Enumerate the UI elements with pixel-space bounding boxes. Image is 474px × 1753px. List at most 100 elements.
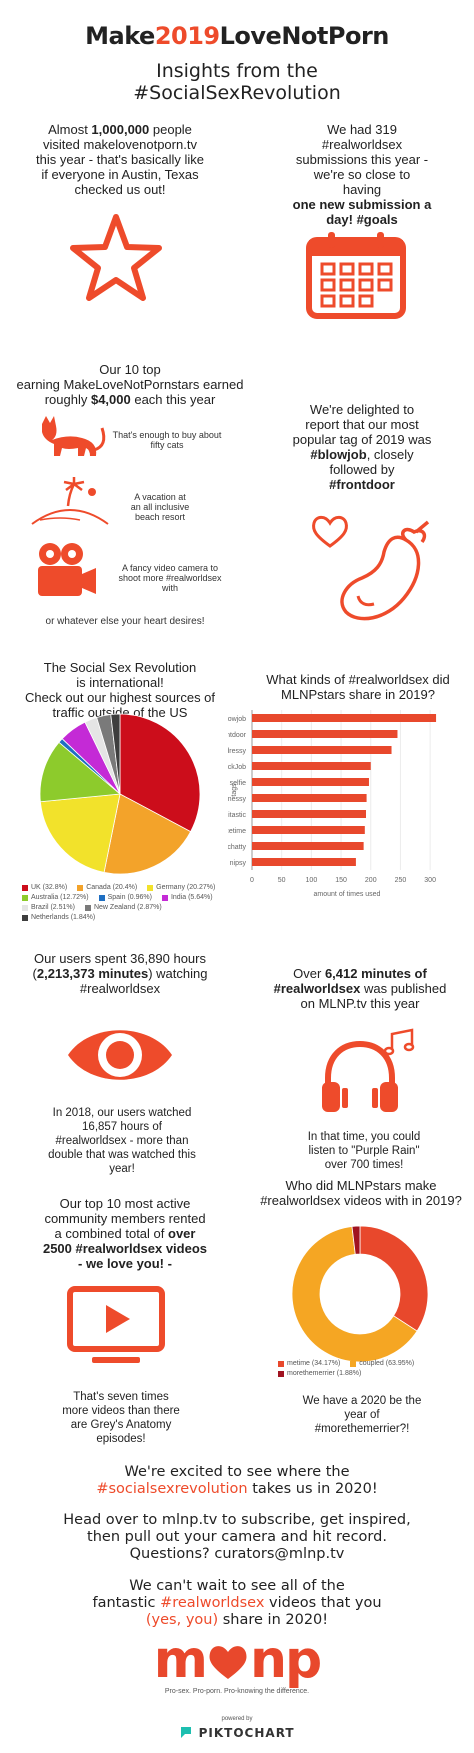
traffic-pie-chart [39, 713, 201, 875]
traffic-legend-spain: Spain (0.96%) [98, 894, 152, 901]
powered-by: powered by [221, 1716, 253, 1722]
min-s3: over 700 times! [324, 1159, 404, 1171]
page-subtitle: Insights from the #SocialSexRevolution [0, 60, 474, 104]
x-tick-label: 0 [250, 877, 254, 884]
bar-nipsy [252, 858, 356, 866]
rent-l3b: over [168, 1226, 196, 1241]
subtitle-line-1: Insights from the [156, 60, 318, 82]
close-p3-l2a: fantastic [92, 1595, 161, 1611]
visitors-l1a: Almost [48, 122, 92, 137]
partners-legend-morethemerrier: morethemerrier (1.88%) [278, 1370, 361, 1377]
y-tick-label-dressy: dressy [228, 748, 246, 755]
hours-s3: #realworldsex - more than [55, 1135, 189, 1147]
intl-l3: Check out our highest sources of [24, 690, 216, 705]
close-p3-l2b: videos that you [264, 1595, 382, 1611]
rent-l4: 2500 #realworldsex videos [42, 1241, 208, 1256]
heart-icon [312, 515, 348, 548]
x-tick-label: 200 [365, 877, 377, 884]
tags-l2: report that our most [305, 417, 419, 432]
legend-swatch [22, 884, 28, 891]
eggplant-icon [340, 520, 430, 621]
traffic-legend-canada: Canada (20.4%) [77, 884, 137, 891]
close-p2-l2: then pull out your camera and hit record… [87, 1529, 387, 1545]
min-l1b: 6,412 minutes of [324, 966, 427, 981]
y-tick-label-selfie: selfie [230, 780, 246, 787]
logo-tagline: Pro-sex. Pro-porn. Pro-knowing the diffe… [164, 1688, 310, 1695]
partners-f2: year of [344, 1409, 380, 1421]
partners-title: Who did MLNPstars make #realworldsex vid… [248, 1178, 474, 1208]
legend-swatch [350, 1360, 357, 1367]
tags-l3: popular tag of 2019 was [292, 432, 432, 447]
sub-l3: submissions this year - [295, 152, 429, 167]
close-p1-tag: #socialsexrevolution [96, 1481, 248, 1497]
partners-slice-metime [359, 1225, 429, 1332]
cam-l2: shoot more #realworldsex [118, 573, 222, 583]
rentals-sub-text: That's seven times more videos than ther… [26, 1390, 216, 1446]
mlnp-logo: m np [0, 1634, 474, 1686]
tags-l6: #frontdoor [329, 477, 395, 492]
sub-l7: day! #goals [326, 212, 398, 227]
close-p1-rest: takes us in 2020! [247, 1481, 378, 1497]
y-tick-label-blowjob: blowjob [228, 716, 246, 723]
logo-np: np [249, 1630, 322, 1690]
hours-s1: In 2018, our users watched [52, 1107, 192, 1119]
visitors-l1c: people [149, 122, 192, 137]
vacation-text: A vacation at an all inclusive beach res… [110, 492, 210, 522]
hours-l3: #realworldsex [79, 981, 161, 996]
rent-l2: community members rented [44, 1211, 206, 1226]
bar-title-l2: MLNPstars share in 2019? [281, 687, 435, 702]
cats-l2: fifty cats [150, 440, 184, 450]
y-tick-label-clitastic: Clitastic [228, 812, 246, 819]
sub-l6: one new submission a [292, 197, 432, 212]
legend-label: India (5.64%) [170, 894, 213, 901]
partners-legend-metime: metime (34.17%) [278, 1360, 340, 1367]
close-p1-l1: We're excited to see where the [124, 1464, 350, 1480]
x-tick-label: 100 [306, 877, 318, 884]
min-l3: on MLNP.tv this year [300, 996, 420, 1011]
visitors-text: Almost 1,000,000 people visited makelove… [20, 122, 220, 197]
sub-l5: having [342, 182, 382, 197]
close-p3-l3b: share in 2020! [218, 1612, 329, 1628]
legend-swatch [98, 894, 105, 901]
camera-text: A fancy video camera to shoot more #real… [100, 563, 240, 593]
hours-sub-text: In 2018, our users watched 16,857 hours … [22, 1106, 222, 1176]
hours-s5: year! [109, 1163, 135, 1175]
traffic-slice-germany [39, 793, 121, 873]
closing-paragraph-3: We can't wait to see all of the fantasti… [0, 1578, 474, 1629]
vac-l2: an all inclusive [130, 502, 190, 512]
bar-title-l1: What kinds of #realworldsex did [266, 672, 450, 687]
x-axis-label: amount of times used [314, 891, 381, 898]
hours-l1: Our users spent 36,890 hours [34, 951, 206, 966]
closing-paragraph-2: Head over to mlnp.tv to subscribe, get i… [0, 1512, 474, 1563]
tags-l4b: , closely [366, 447, 414, 462]
traffic-legend-new-zealand: New Zealand (2.87%) [84, 904, 162, 911]
legend-label: New Zealand (2.87%) [93, 904, 162, 911]
traffic-legend-india: India (5.64%) [161, 894, 213, 901]
legend-swatch [84, 904, 91, 911]
minutes-text: Over 6,412 minutes of #realworldsex was … [250, 966, 470, 1011]
page-title: Make2019LoveNotPorn [0, 22, 474, 50]
close-p2-l1: Head over to mlnp.tv to subscribe, get i… [63, 1512, 411, 1528]
hours-l2a: ( [32, 966, 37, 981]
title-year: 2019 [154, 22, 220, 50]
traffic-slice-netherlands [110, 713, 121, 795]
partners-slice-morethemerrier [351, 1225, 361, 1255]
tags-l1: We're delighted to [309, 402, 415, 417]
tags-l4a: #blowjob [310, 447, 367, 462]
cat-icon [42, 416, 106, 456]
partners-l2: #realworldsex videos with in 2019? [260, 1193, 462, 1208]
partners-footer: We have a 2020 be the year of #moretheme… [262, 1394, 462, 1436]
legend-label: coupled (63.95%) [359, 1360, 415, 1367]
legend-label: metime (34.17%) [287, 1360, 341, 1367]
traffic-legend-brazil: Brazil (2.51%) [22, 904, 75, 911]
logo-m: m [153, 1630, 208, 1690]
star-icon [70, 214, 162, 301]
hours-s2: 16,857 hours of [82, 1121, 162, 1133]
earn-l3c: each this year [130, 392, 216, 407]
rent-s4: episodes! [96, 1433, 146, 1445]
cats-l1: That's enough to buy about [112, 430, 222, 440]
traffic-legend-germany: Germany (20.27%) [147, 884, 215, 891]
partners-legend-coupled: coupled (63.95%) [350, 1360, 414, 1367]
bar-clitastic [252, 810, 366, 818]
traffic-slice-australia [39, 741, 121, 803]
